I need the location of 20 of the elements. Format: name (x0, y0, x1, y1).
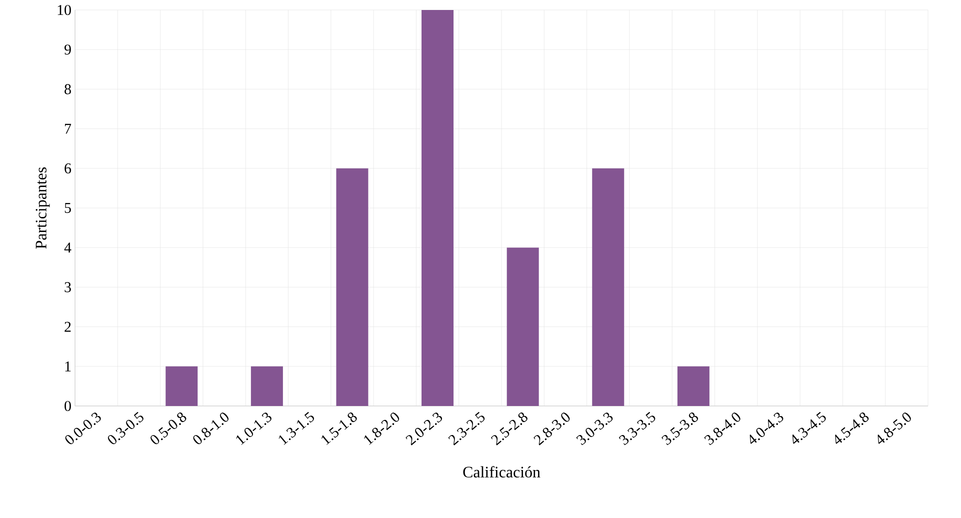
y-tick-label: 6 (64, 163, 72, 174)
y-axis-title: Participantes (36, 167, 50, 249)
bar (250, 366, 283, 406)
bar (677, 366, 710, 406)
y-tick-label: 5 (64, 203, 71, 213)
bar (336, 168, 368, 406)
y-tick-label: 4 (64, 242, 72, 253)
y-tick-label: 2 (64, 322, 71, 332)
y-tick-label: 0 (64, 400, 71, 412)
y-tick-label: 1 (65, 361, 71, 372)
bar (592, 168, 624, 406)
y-tick-label: 3 (64, 282, 71, 292)
y-tick-label: 9 (64, 44, 71, 55)
y-tick-label: 10 (58, 4, 71, 16)
y-tick-label: 7 (65, 124, 72, 134)
bar (506, 248, 539, 406)
bar (422, 10, 454, 406)
y-tick-label: 8 (64, 84, 71, 94)
x-axis-title: Calificación (463, 466, 540, 478)
bar (166, 366, 198, 406)
